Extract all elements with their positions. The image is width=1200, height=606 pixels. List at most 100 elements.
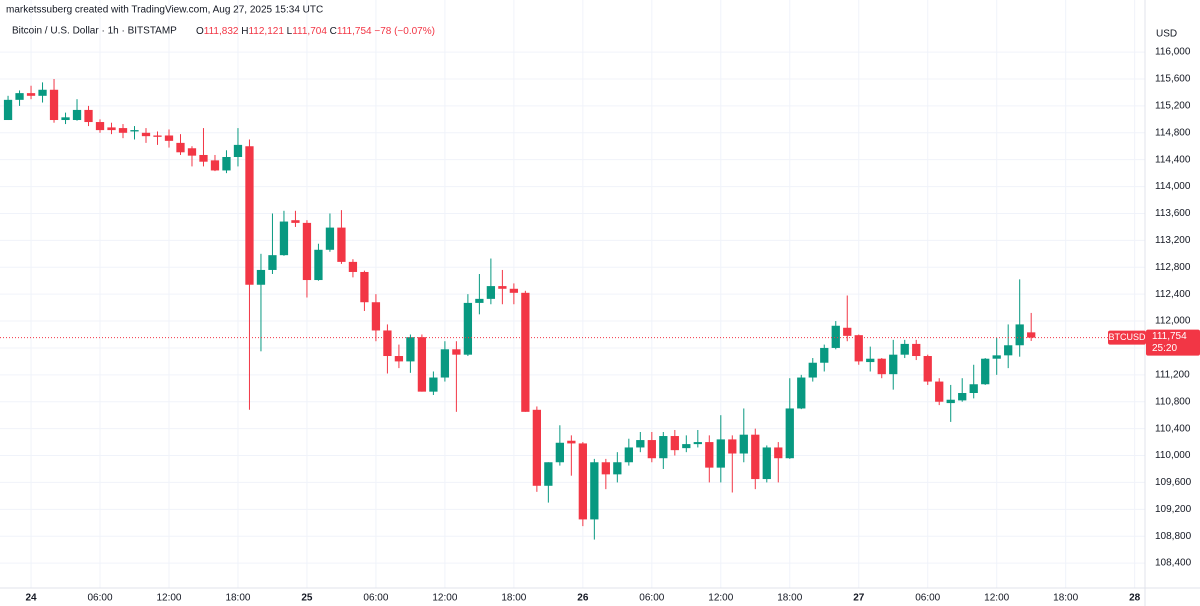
y-tick-label: 115,200 xyxy=(1155,101,1191,112)
candle-body xyxy=(130,130,139,132)
candle-body xyxy=(601,462,610,475)
candle-body xyxy=(141,132,151,137)
low-label: L xyxy=(287,26,293,37)
x-tick-label: 12:00 xyxy=(156,593,181,604)
candle-body xyxy=(417,337,427,392)
candle-body xyxy=(785,408,794,459)
candle-body xyxy=(268,255,277,270)
candle-body xyxy=(923,356,932,382)
candle-body xyxy=(705,442,714,468)
candle-body xyxy=(325,227,335,250)
candle-body xyxy=(337,227,346,262)
open: 111,832 xyxy=(204,26,239,37)
candle-body xyxy=(659,436,668,459)
y-tick-label: 110,800 xyxy=(1155,396,1191,407)
price-tag-value: 111,754 xyxy=(1152,331,1187,342)
candle-body xyxy=(578,443,587,520)
candle-body xyxy=(866,358,875,363)
candle-body xyxy=(164,135,174,141)
x-tick-label: 18:00 xyxy=(777,593,802,604)
y-tick-label: 113,200 xyxy=(1155,235,1191,246)
candle-body xyxy=(739,434,748,454)
price-tag xyxy=(1146,329,1200,356)
candle-body xyxy=(808,362,817,378)
y-tick-label: 110,400 xyxy=(1155,423,1191,434)
x-tick-label: 18:00 xyxy=(1053,593,1078,604)
candle-body xyxy=(26,93,36,96)
ticker: BTCUSD xyxy=(1108,332,1146,342)
candle-body xyxy=(900,343,909,355)
y-tick-label: 109,200 xyxy=(1155,504,1192,515)
y-tick-label: 110,000 xyxy=(1155,450,1191,461)
candle-body xyxy=(762,447,771,480)
candle-body xyxy=(394,356,404,362)
candle-body xyxy=(693,442,702,445)
ticker-tag xyxy=(1108,330,1146,345)
candle-body xyxy=(969,384,978,393)
candle-body xyxy=(958,392,967,401)
candle-body xyxy=(222,156,231,171)
candle-body xyxy=(498,286,507,289)
candle-body xyxy=(61,117,70,121)
candle-body xyxy=(820,347,829,363)
x-tick-label: 12:00 xyxy=(708,593,733,604)
y-tick-label: 113,600 xyxy=(1155,208,1191,219)
currency: USD xyxy=(1156,29,1177,40)
candle-body xyxy=(475,298,484,303)
high: 112,121 xyxy=(248,26,284,37)
x-tick-label: 12:00 xyxy=(432,593,457,604)
candle-body xyxy=(877,358,886,375)
candles xyxy=(0,79,1145,540)
axes: 108,400 108,800 109,200 109,600 110,000 110,4… xyxy=(25,47,1200,604)
x-tick-label: 06:00 xyxy=(87,593,112,604)
candle-body xyxy=(544,462,553,486)
candle-body xyxy=(509,288,519,293)
candle-body xyxy=(613,462,622,475)
candle-body xyxy=(38,89,47,96)
x-tick-label: 06:00 xyxy=(915,593,940,604)
candle-body xyxy=(636,440,645,448)
y-tick-label: 114,400 xyxy=(1155,154,1191,165)
ohlc-legend: O111,832 H112,121 L111,704 C111,754 −78 … xyxy=(196,26,435,37)
candle-body xyxy=(1027,332,1036,338)
y-tick-label: 108,800 xyxy=(1155,531,1192,542)
candle-body xyxy=(15,93,24,100)
y-tick-label: 108,400 xyxy=(1155,558,1192,569)
candle-body xyxy=(521,292,530,412)
close-label: C xyxy=(330,26,337,37)
candle-body xyxy=(647,440,656,459)
candle-body xyxy=(889,354,898,375)
candle-body xyxy=(590,462,599,520)
grid xyxy=(0,0,1145,588)
candle-body xyxy=(107,127,116,131)
candle-body xyxy=(245,146,254,285)
x-tick-label: 06:00 xyxy=(639,593,664,604)
change: −78 (−0.07%) xyxy=(374,26,435,37)
y-tick-label: 111,200 xyxy=(1155,369,1190,380)
candle-body xyxy=(210,160,220,171)
candle-body xyxy=(348,261,358,272)
candle-body xyxy=(831,325,840,348)
candle-body xyxy=(199,154,208,162)
candle-body xyxy=(314,249,323,281)
candle-body xyxy=(567,440,576,444)
candle-body xyxy=(751,434,760,480)
x-tick-label: 26 xyxy=(577,593,589,604)
credit: marketssuberg created with TradingView.c… xyxy=(6,5,323,16)
candle-body xyxy=(49,89,59,121)
candle-body xyxy=(981,358,990,385)
candle-body xyxy=(463,302,473,355)
close: 111,754 xyxy=(337,26,372,37)
candle-body xyxy=(406,337,415,362)
candle-body xyxy=(279,221,289,256)
candle-body xyxy=(118,128,128,133)
candle-body xyxy=(3,99,13,121)
candle-body xyxy=(371,302,381,331)
candle-body xyxy=(429,377,438,392)
x-tick-label: 27 xyxy=(853,593,865,604)
open-label: O xyxy=(196,26,204,37)
candle-body xyxy=(72,109,82,121)
